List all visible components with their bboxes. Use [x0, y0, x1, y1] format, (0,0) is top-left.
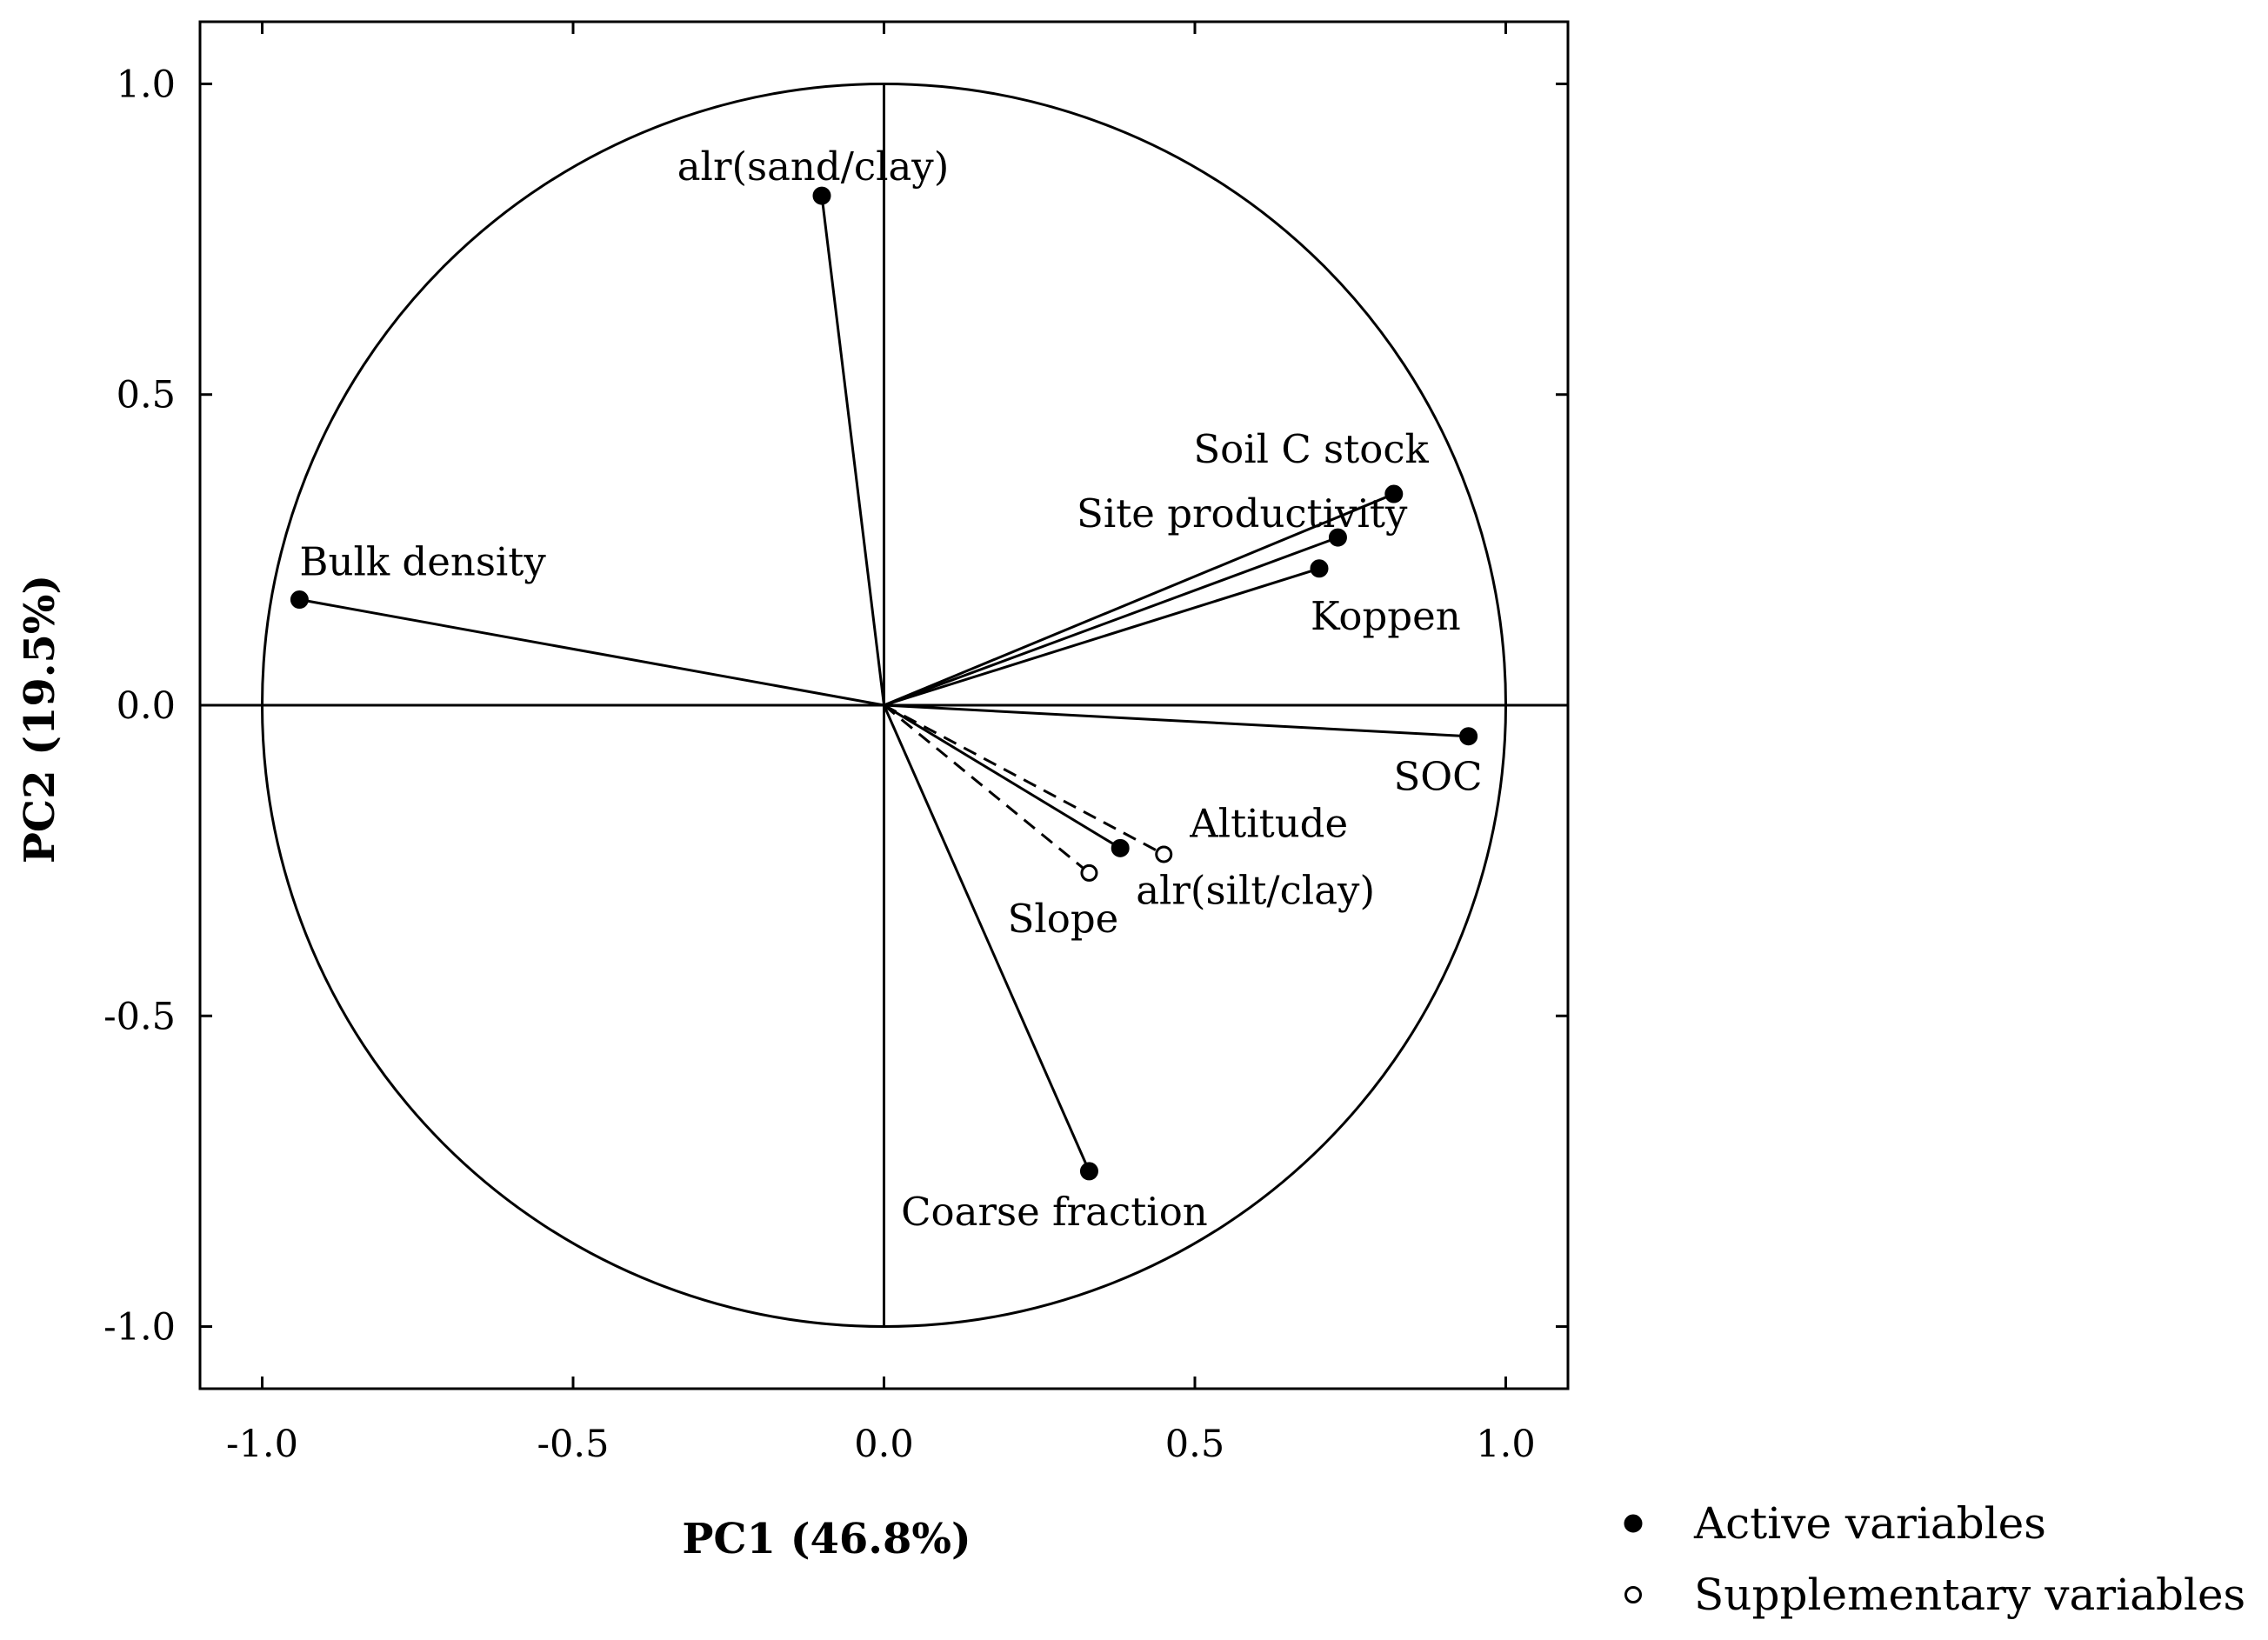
- vector-slope: [883, 703, 1091, 875]
- vector-site-productivity: [883, 536, 1338, 707]
- point-label-soil-c-stock: Soil C stock: [1193, 426, 1429, 472]
- point-label-slope: Slope: [1008, 896, 1119, 942]
- vector-alr-sand-clay: [820, 195, 885, 706]
- y-axis-title: PC2 (19.5%): [16, 575, 64, 863]
- x-tick-label: 0.0: [854, 1423, 913, 1466]
- vector-koppen: [884, 567, 1320, 707]
- point-alr-sand-clay: [812, 186, 831, 205]
- point-label-site-productivity: Site productivity: [1077, 490, 1408, 537]
- point-altitude: [1155, 845, 1173, 863]
- y-tick-label: 0.0: [117, 684, 176, 728]
- legend-marker-active-variables: [1624, 1514, 1643, 1533]
- point-koppen: [1310, 559, 1329, 578]
- point-slope: [1080, 863, 1098, 882]
- legend-marker-supplementary-variables: [1624, 1586, 1642, 1603]
- x-tick-label: 0.5: [1165, 1423, 1224, 1466]
- y-tick-label: 1.0: [117, 63, 176, 106]
- x-tick-label: 1.0: [1476, 1423, 1535, 1466]
- point-label-coarse-fraction: Coarse fraction: [901, 1189, 1208, 1235]
- vector-altitude: [883, 703, 1164, 856]
- vector-soc: [884, 703, 1469, 738]
- point-label-koppen: Koppen: [1311, 593, 1461, 639]
- vector-alr-silt-clay: [883, 703, 1121, 850]
- y-tick-label: -0.5: [103, 995, 176, 1038]
- point-site-productivity: [1328, 528, 1347, 547]
- point-label-bulk-density: Bulk density: [299, 539, 546, 585]
- legend-label-active-variables: Active variables: [1693, 1498, 2046, 1549]
- point-bulk-density: [290, 590, 309, 610]
- y-tick-label: 0.5: [117, 374, 176, 417]
- point-label-alr-silt-clay: alr(silt/clay): [1136, 867, 1375, 913]
- point-label-alr-sand-clay: alr(sand/clay): [677, 143, 950, 190]
- vector-soil-c-stock: [883, 492, 1395, 707]
- point-soc: [1459, 727, 1478, 746]
- vector-bulk-density: [299, 598, 884, 707]
- point-label-altitude: Altitude: [1189, 800, 1348, 846]
- point-label-soc: SOC: [1393, 754, 1482, 800]
- point-alr-silt-clay: [1111, 838, 1130, 857]
- point-soil-c-stock: [1384, 484, 1404, 503]
- y-tick-label: -1.0: [103, 1306, 176, 1350]
- point-coarse-fraction: [1079, 1162, 1098, 1181]
- x-tick-label: -0.5: [537, 1423, 610, 1466]
- x-tick-label: -1.0: [226, 1423, 298, 1466]
- x-axis-title: PC1 (46.8%): [682, 1515, 971, 1563]
- vector-coarse-fraction: [883, 704, 1091, 1172]
- legend-label-supplementary-variables: Supplementary variables: [1694, 1570, 2245, 1620]
